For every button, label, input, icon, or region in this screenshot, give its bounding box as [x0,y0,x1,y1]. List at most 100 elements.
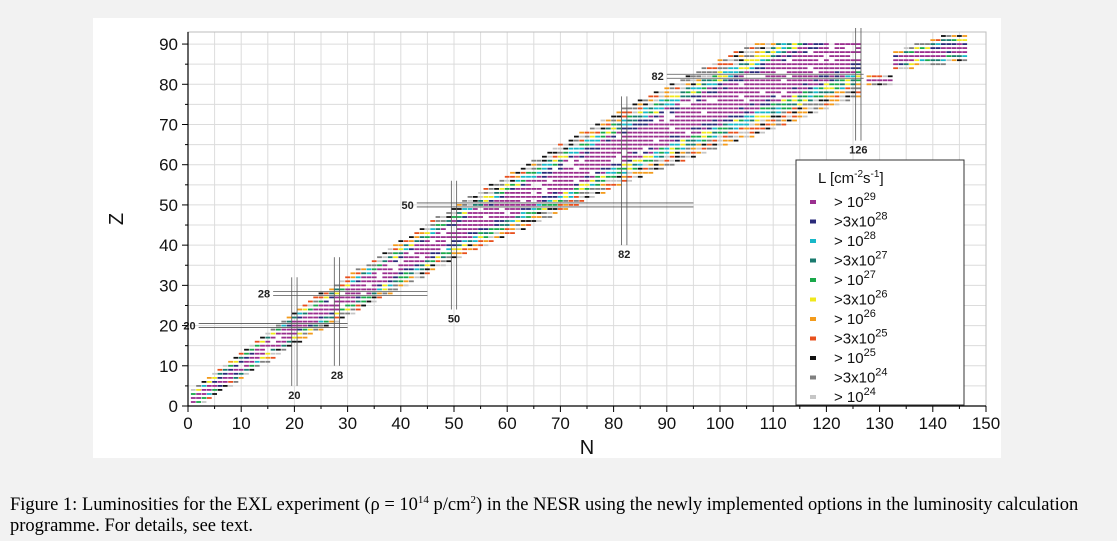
nuclide-cell [722,91,728,94]
nuclide-cell [435,216,441,218]
nuclide-cell [845,95,851,98]
nuclide-cell [456,212,462,214]
nuclide-cell [818,95,824,98]
nuclide-cell [930,47,936,49]
nuclide-cell [446,256,452,259]
nuclide-cell [834,63,840,66]
nuclide-cell [765,127,771,130]
nuclide-cell [462,236,467,238]
nuclide-cell [249,356,255,359]
nuclide-cell [637,131,643,134]
nuclide-cell [536,167,542,170]
nuclide-cell [595,171,600,174]
nuclide-cell [536,175,542,178]
nuclide-cell [377,260,382,263]
nuclide-cell [206,377,212,379]
nuclide-cell [510,192,515,194]
nuclide-cell [595,163,600,166]
nuclide-cell [744,67,749,70]
nuclide-cell [813,51,819,53]
nuclide-cell [632,159,638,162]
nuclide-cell [345,308,350,311]
nuclide-cell [526,175,531,178]
nuclide-cell [377,256,382,259]
nuclide-cell [558,147,563,150]
nuclide-cell [643,99,648,102]
nuclide-cell [691,143,696,146]
nuclide-cell [680,151,686,154]
nuclide-cell [738,71,744,74]
x-tick-label: 30 [338,414,357,433]
nuclide-cell [350,300,356,303]
nuclide-cell [717,143,723,146]
nuclide-cell [510,212,515,214]
nuclide-cell [334,320,340,323]
nuclide-cell [866,79,872,82]
nuclide-cell [946,43,952,45]
nuclide-cell [403,252,409,255]
nuclide-cell [701,87,707,90]
nuclide-cell [909,63,914,66]
legend-swatch [810,278,816,282]
legend-exponent: 24 [875,367,887,379]
y-tick-label: 10 [159,357,178,376]
nuclide-cell [738,103,744,106]
x-tick-label: 120 [812,414,840,433]
nuclide-cell [722,99,728,102]
nuclide-cell [909,51,914,53]
nuclide-cell [425,264,430,267]
nuclide-cell [664,127,670,130]
nuclide-cell [712,67,718,70]
nuclide-cell [792,43,797,45]
nuclide-cell [738,115,744,118]
nuclide-cell [430,260,436,263]
nuclide-cell [797,63,803,66]
nuclide-cell [770,59,776,62]
nuclide-cell [627,179,632,182]
nuclide-cell [451,212,457,214]
nuclide-cell [212,381,217,383]
nuclide-cell [802,67,808,70]
nuclide-cell [467,228,473,230]
nuclide-cell [643,143,648,146]
nuclide-cell [707,79,712,82]
nuclide-cell [542,200,547,202]
nuclide-cell [435,220,441,222]
nuclide-cell [563,159,569,162]
nuclide-cell [441,224,446,226]
nuclide-cell [595,131,600,134]
nuclide-cell [840,63,845,66]
nuclide-cell [520,183,526,186]
nuclide-cell [589,131,595,134]
nuclide-cell [808,43,813,45]
nuclide-cell [611,155,616,158]
nuclide-cell [589,127,595,130]
nuclide-cell [951,51,957,53]
nuclide-cell [765,63,771,66]
nuclide-cell [217,381,223,383]
legend-prefix: > [834,233,843,250]
nuclide-cell [951,55,957,57]
nuclide-cell [536,208,542,210]
nuclide-cell [403,244,409,247]
nuclide-cell [542,204,547,206]
nuclide-cell [786,111,792,114]
nuclide-cell [632,147,638,150]
nuclide-cell [563,151,569,154]
nuclide-cell [611,163,616,166]
nuclide-cell [430,264,436,267]
nuclide-cell [371,300,377,303]
magic-label-n: 20 [288,390,300,402]
nuclide-cell [882,75,888,78]
nuclide-cell [637,171,643,174]
x-tick-label: 150 [972,414,1000,433]
nuclide-cell [664,91,670,94]
nuclide-cell [414,260,420,263]
nuclide-cell [409,248,414,251]
nuclide-cell [824,59,829,62]
nuclide-cell [951,43,957,45]
nuclide-cell [722,135,728,138]
nuclide-cell [430,252,436,255]
nuclide-cell [717,99,723,102]
nuclide-cell [776,47,781,49]
